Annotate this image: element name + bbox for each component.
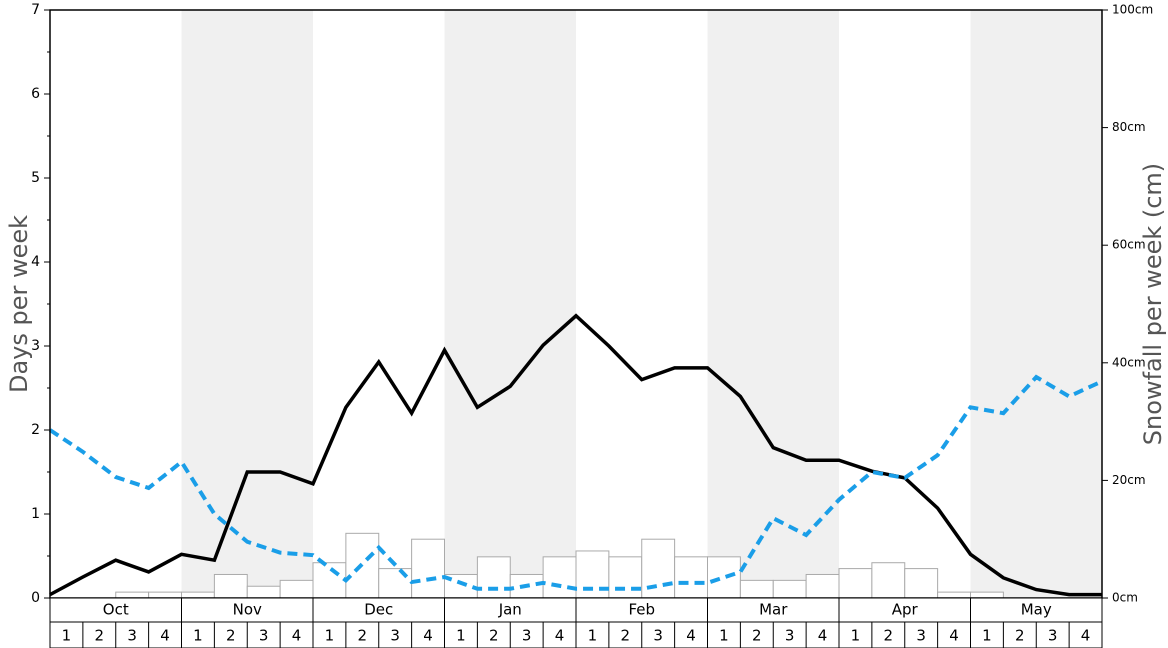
bar [148, 591, 182, 599]
bar [181, 591, 215, 599]
y2-axis-label: Snowfall per week (cm) [1139, 163, 1167, 445]
bar [575, 550, 610, 599]
month-shade [181, 10, 313, 598]
bar [739, 579, 774, 599]
bar [641, 538, 676, 599]
bar [279, 579, 314, 599]
week-label: 2 [358, 627, 368, 645]
week-label: 3 [785, 627, 795, 645]
month-label: Feb [628, 601, 655, 619]
line [49, 313, 1102, 597]
week-label: 1 [325, 627, 335, 645]
week-label: 1 [588, 627, 598, 645]
week-label: 1 [456, 627, 466, 645]
y-tick-label: 2 [31, 422, 40, 438]
bar [608, 556, 643, 599]
bar [674, 556, 708, 599]
week-label: 3 [1048, 627, 1058, 645]
bar [805, 573, 840, 599]
y-tick-label: 6 [31, 86, 40, 102]
week-label: 4 [818, 627, 828, 645]
month-label: Oct [103, 601, 129, 619]
month-label: Mar [759, 601, 788, 619]
bar [542, 556, 577, 599]
week-label: 3 [390, 627, 400, 645]
bar [772, 579, 807, 599]
week-label: 3 [653, 627, 663, 645]
month-label: Jan [498, 601, 522, 619]
month-label: Nov [233, 601, 262, 619]
y-axis-label: Days per week [5, 215, 33, 393]
y2-tick-label: 100cm [1112, 3, 1153, 17]
week-label: 3 [916, 627, 926, 645]
bar [411, 538, 445, 599]
bar [115, 591, 150, 599]
y2-tick-label: 0cm [1112, 591, 1138, 605]
y-tick-label: 3 [31, 338, 40, 354]
week-label: 3 [522, 627, 532, 645]
month-label: Apr [892, 601, 919, 619]
month-shade [444, 10, 576, 598]
bar [871, 562, 906, 599]
bar [378, 568, 413, 599]
y-tick-label: 4 [31, 254, 40, 270]
y2-tick-label: 40cm [1112, 355, 1146, 369]
bar [970, 591, 1004, 599]
week-label: 2 [752, 627, 762, 645]
y-tick-label: 1 [31, 506, 40, 522]
month-shade [970, 10, 1102, 598]
week-label: 4 [949, 627, 959, 645]
week-label: 3 [127, 627, 137, 645]
week-label: 1 [193, 627, 203, 645]
month-label: May [1021, 601, 1052, 619]
week-label: 3 [259, 627, 269, 645]
week-label: 2 [489, 627, 499, 645]
bar [904, 568, 939, 599]
week-label: 4 [160, 627, 170, 645]
week-label: 1 [719, 627, 729, 645]
bar [312, 562, 347, 599]
bar [838, 568, 873, 599]
month-shade [707, 10, 839, 598]
week-label: 2 [1015, 627, 1025, 645]
week-label: 2 [95, 627, 105, 645]
bar [476, 556, 511, 599]
bar [213, 573, 248, 599]
bar [707, 556, 741, 599]
week-label: 4 [1081, 627, 1091, 645]
week-label: 2 [884, 627, 894, 645]
week-label: 2 [621, 627, 631, 645]
y-tick-label: 5 [31, 170, 40, 186]
week-label: 4 [686, 627, 696, 645]
bar [937, 591, 971, 599]
week-label: 2 [226, 627, 236, 645]
y2-tick-label: 60cm [1112, 238, 1146, 252]
week-label: 4 [555, 627, 565, 645]
week-label: 1 [982, 627, 992, 645]
line [48, 374, 1103, 591]
y2-tick-label: 80cm [1112, 120, 1146, 134]
month-label: Dec [364, 601, 393, 619]
y2-tick-label: 20cm [1112, 473, 1146, 487]
bar [246, 585, 281, 599]
y-tick-label: 7 [31, 2, 40, 18]
week-label: 1 [851, 627, 861, 645]
y-tick-label: 0 [31, 590, 40, 606]
week-label: 4 [292, 627, 302, 645]
week-label: 4 [423, 627, 433, 645]
week-label: 1 [62, 627, 72, 645]
